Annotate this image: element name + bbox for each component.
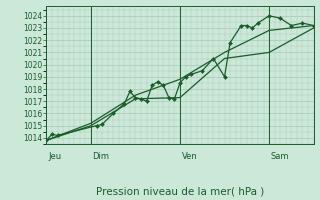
Text: Dim: Dim xyxy=(92,152,109,161)
Text: Jeu: Jeu xyxy=(48,152,61,161)
Text: Ven: Ven xyxy=(182,152,197,161)
Text: Sam: Sam xyxy=(271,152,289,161)
Text: Pression niveau de la mer( hPa ): Pression niveau de la mer( hPa ) xyxy=(96,186,264,196)
